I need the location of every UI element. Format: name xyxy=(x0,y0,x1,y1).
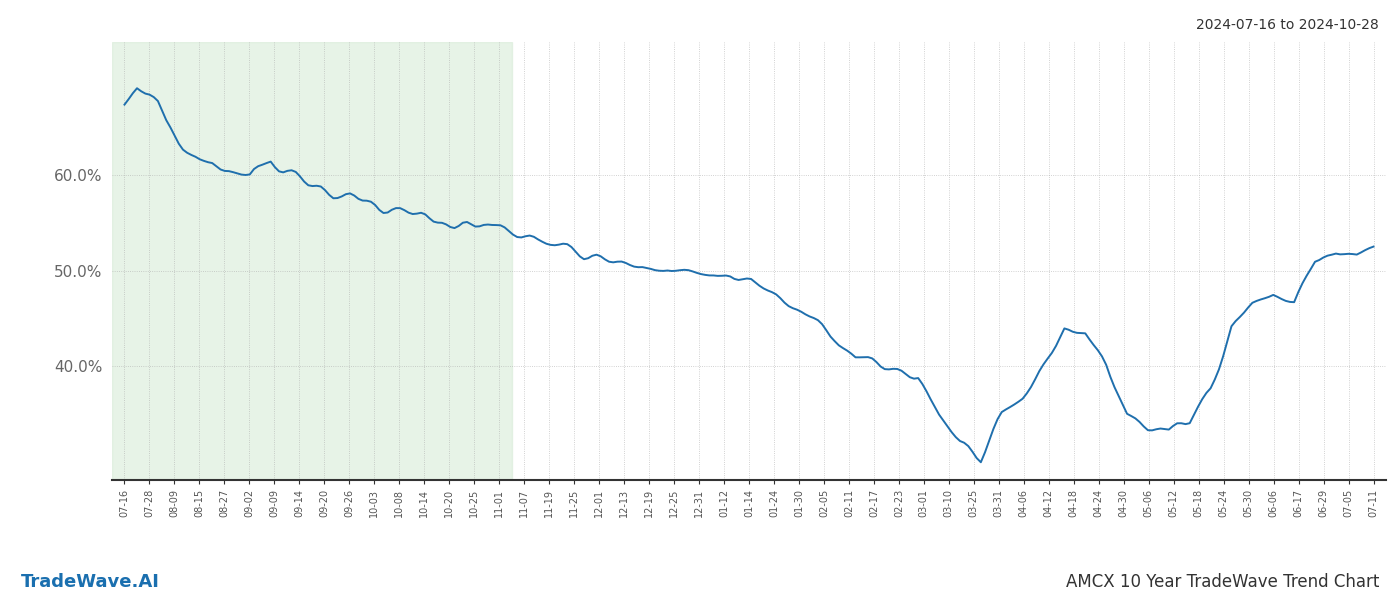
Text: TradeWave.AI: TradeWave.AI xyxy=(21,573,160,591)
Bar xyxy=(112,42,511,480)
Text: AMCX 10 Year TradeWave Trend Chart: AMCX 10 Year TradeWave Trend Chart xyxy=(1065,573,1379,591)
Text: 2024-07-16 to 2024-10-28: 2024-07-16 to 2024-10-28 xyxy=(1196,18,1379,32)
